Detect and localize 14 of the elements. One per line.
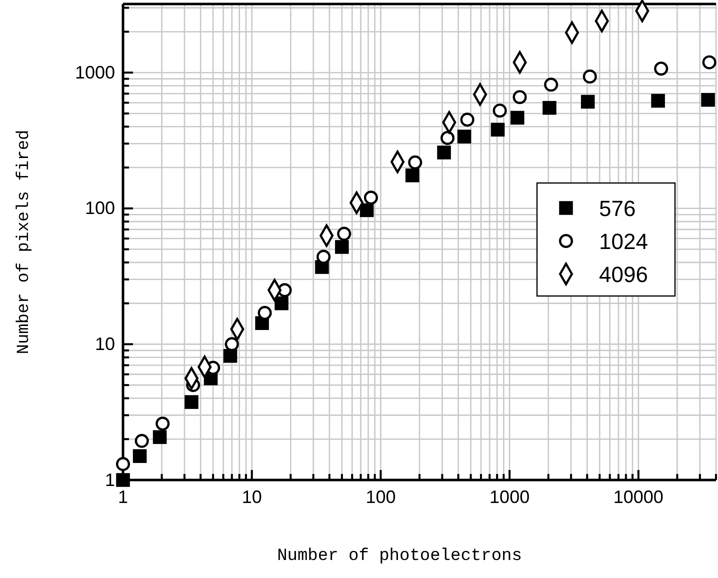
legend-label: 576 (599, 196, 636, 221)
y-axis-title: Number of pixels fired (15, 130, 34, 354)
legend-label: 4096 (599, 262, 648, 287)
legend-label: 1024 (599, 229, 648, 254)
x-tick-label: 10 (242, 486, 262, 507)
x-tick-label: 1 (118, 486, 128, 507)
x-tick-label: 10000 (613, 486, 664, 507)
x-tick-label: 1000 (490, 486, 530, 507)
x-axis-title: Number of photoelectrons (277, 547, 522, 566)
y-tick-label: 1 (104, 470, 115, 490)
y-tick-label: 10 (94, 334, 115, 354)
y-tick-label: 1000 (74, 62, 115, 82)
x-tick-label: 100 (366, 486, 396, 507)
y-tick-label: 100 (84, 198, 115, 218)
